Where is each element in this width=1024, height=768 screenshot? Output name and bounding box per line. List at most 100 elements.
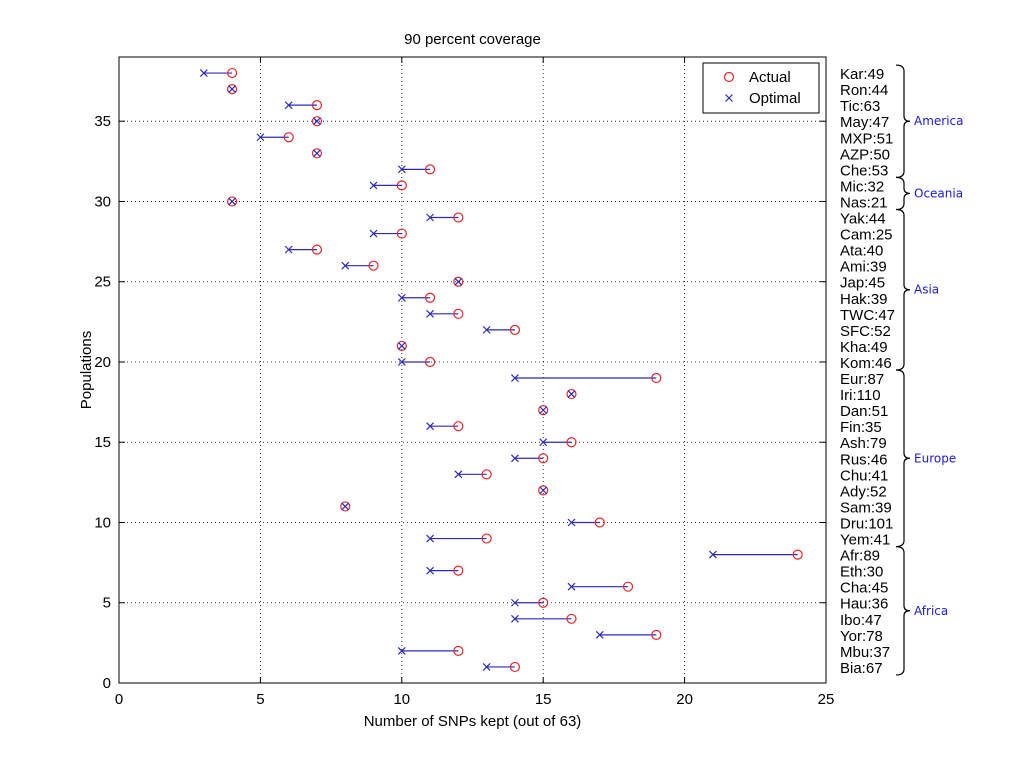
population-label: Kha:49 (840, 339, 888, 356)
optimal-point (313, 117, 321, 126)
optimal-point-stroke (510, 454, 519, 463)
actual-point (311, 148, 323, 159)
optimal-point (199, 69, 208, 77)
actual-point (566, 388, 577, 400)
population-label: Yem:41 (840, 532, 890, 549)
legend-x-marker (725, 94, 733, 102)
actual-point (792, 549, 803, 560)
axis-ticks: 0 5 10 15 20 25 0 5 10 15 20 25 30 35 (94, 57, 834, 708)
population-label: Eur:87 (840, 371, 884, 388)
actual-point (509, 661, 521, 673)
actual-point (311, 116, 323, 127)
optimal-point (482, 325, 491, 334)
actual-point (227, 67, 238, 79)
optimal-point (341, 261, 350, 270)
region-brackets: America Oceania Asia Europe Africa (895, 64, 964, 676)
actual-point (396, 340, 407, 352)
actual-point (424, 292, 436, 303)
optimal-point-stroke (454, 470, 463, 479)
optimal-point (426, 213, 435, 222)
optimal-point-stroke (426, 534, 435, 543)
actual-point (227, 84, 238, 95)
actual-point (566, 437, 577, 448)
actual-point (453, 212, 464, 223)
optimal-point-stroke (256, 133, 265, 142)
legend-x-stroke (725, 94, 733, 102)
optimal-point-stroke (567, 390, 576, 399)
actual-point (453, 276, 464, 287)
optimal-point (567, 518, 576, 527)
optimal-point (595, 630, 604, 639)
optimal-point (539, 438, 548, 447)
population-label: Afr:89 (840, 548, 880, 565)
optimal-point (454, 470, 463, 479)
x-tick-label: 5 (256, 691, 264, 708)
optimal-point (397, 293, 406, 302)
actual-point (651, 629, 662, 640)
x-tick-label: 10 (393, 691, 410, 708)
population-label: Kar:49 (840, 66, 884, 83)
optimal-point-stroke (228, 197, 237, 206)
axes-frame (118, 56, 827, 684)
population-label: Yak:44 (840, 211, 886, 228)
actual-point (396, 180, 407, 191)
optimal-point-stroke (510, 598, 519, 607)
population-label: Jap:45 (840, 275, 885, 292)
population-label: Ady:52 (840, 483, 887, 500)
population-label: Cha:45 (840, 580, 888, 597)
actual-point (594, 517, 605, 528)
optimal-point-stroke (708, 550, 717, 559)
actual-point (396, 228, 407, 239)
optimal-point (426, 309, 435, 318)
actual-point (368, 260, 379, 271)
optimal-point (510, 598, 519, 607)
actual-point (509, 324, 521, 335)
actual-point (453, 565, 464, 576)
optimal-point (426, 566, 435, 575)
region-label: Oceania (914, 186, 963, 200)
data-marks (199, 67, 803, 673)
optimal-point-stroke (313, 149, 321, 158)
population-label: AZP:50 (840, 146, 890, 163)
population-label: Ash:79 (840, 435, 887, 452)
population-label: TWC:47 (840, 307, 895, 324)
optimal-point-stroke (369, 181, 378, 190)
population-label: Rus:46 (840, 451, 888, 468)
y-tick-label: 10 (94, 514, 111, 531)
optimal-point-stroke (539, 406, 548, 415)
optimal-point (397, 646, 406, 655)
region-label: America (914, 114, 964, 128)
actual-point (283, 132, 294, 143)
population-labels: Kar:49Ron:44Tic:63May:47MXP:51AZP:50Che:… (840, 66, 895, 677)
optimal-point (567, 390, 576, 399)
optimal-point-stroke (567, 518, 576, 527)
population-label: Nas:21 (840, 194, 888, 211)
actual-point (424, 356, 436, 368)
optimal-point (567, 582, 576, 591)
y-tick-label: 30 (94, 193, 111, 210)
optimal-point (397, 358, 406, 366)
actual-point (538, 405, 549, 416)
optimal-point (454, 277, 463, 286)
optimal-point-stroke (284, 101, 293, 110)
optimal-point (539, 406, 548, 415)
x-axis-label: Number of SNPs kept (out of 63) (364, 713, 582, 730)
optimal-point-stroke (482, 325, 491, 334)
optimal-point (510, 454, 519, 463)
population-label: Kom:46 (840, 355, 892, 372)
legend: Actual Optimal (702, 62, 820, 114)
population-label: Sam:39 (840, 499, 892, 516)
population-label: Ata:40 (840, 243, 883, 260)
y-tick-label: 25 (94, 274, 111, 291)
optimal-point-stroke (369, 229, 378, 238)
population-label: Ron:44 (840, 82, 888, 99)
population-label: Iri:110 (840, 387, 881, 404)
population-label: Ibo:47 (840, 612, 882, 629)
actual-point (481, 533, 492, 544)
optimal-point-stroke (341, 502, 350, 511)
population-label: MXP:51 (840, 130, 893, 147)
y-tick-label: 15 (94, 434, 111, 451)
population-label: Ami:39 (840, 259, 887, 276)
optimal-point-stroke (510, 614, 519, 623)
actual-point (538, 485, 549, 496)
